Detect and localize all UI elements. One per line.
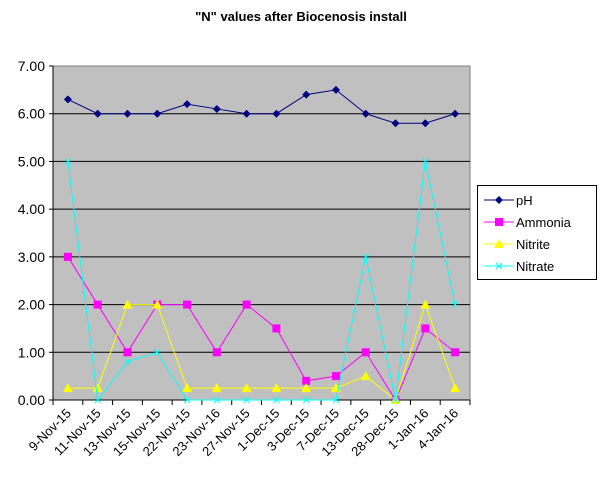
data-point: [213, 396, 221, 404]
legend-item-ph: pH: [484, 190, 533, 210]
data-point: [153, 109, 162, 118]
data-point: [332, 396, 340, 404]
data-point: [450, 383, 461, 393]
data-point: [64, 158, 72, 165]
data-point: [152, 299, 163, 309]
data-point: [361, 109, 370, 118]
data-point: [92, 383, 103, 393]
data-point: [63, 252, 72, 261]
data-point: [360, 371, 371, 381]
y-tick-label: 4.00: [18, 201, 45, 217]
data-point: [93, 300, 102, 309]
data-point: [272, 109, 281, 118]
data-point: [331, 372, 340, 381]
x-marker-icon: [484, 262, 514, 270]
data-point: [301, 383, 312, 393]
data-point: [362, 253, 370, 261]
data-point: [182, 383, 193, 393]
y-axis-ticks: 0.00 1.00 2.00 3.00 4.00 5.00 6.00 7.00: [18, 58, 53, 408]
data-point: [183, 300, 192, 309]
data-point: [211, 383, 222, 393]
data-point: [302, 376, 311, 385]
data-point: [212, 104, 221, 113]
data-point: [93, 109, 102, 118]
data-point: [122, 299, 133, 309]
series-nitrite: [62, 299, 461, 404]
legend-label: Nitrate: [516, 258, 555, 274]
data-point: [242, 300, 251, 309]
data-point: [273, 396, 280, 404]
diamond-marker-icon: [484, 196, 514, 204]
data-point: [243, 396, 250, 404]
data-point: [420, 299, 431, 309]
x-axis-ticks: 9-Nov-1511-Nov-1513-Nov-1515-Nov-1522-No…: [26, 400, 471, 459]
data-point: [302, 90, 311, 99]
data-point: [94, 396, 102, 404]
chart-title: "N" values after Biocenosis install: [195, 9, 407, 24]
data-point: [183, 396, 191, 404]
data-point: [391, 119, 400, 128]
legend-item-nitrate: Nitrate: [484, 256, 554, 276]
data-point: [123, 348, 132, 357]
y-tick-label: 3.00: [18, 249, 45, 265]
data-point: [124, 358, 131, 366]
data-point: [451, 301, 459, 308]
data-point: [242, 109, 251, 118]
data-point: [271, 383, 282, 393]
data-point: [183, 100, 192, 109]
y-tick-label: 5.00: [18, 153, 45, 169]
legend: pH Ammonia Nitrite Nitrate: [477, 185, 597, 280]
y-tick-label: 6.00: [18, 106, 45, 122]
data-point: [421, 158, 429, 165]
data-point: [302, 396, 310, 404]
data-point: [451, 348, 460, 357]
data-point: [451, 109, 460, 118]
legend-item-nitrite: Nitrite: [484, 234, 550, 254]
triangle-marker-icon: [484, 239, 514, 248]
data-point: [421, 324, 430, 333]
legend-label: Ammonia: [516, 214, 571, 230]
data-point: [392, 396, 399, 404]
data-point: [63, 95, 72, 104]
data-point: [153, 348, 161, 356]
data-point: [421, 119, 430, 128]
data-series: [62, 85, 461, 404]
legend-label: pH: [516, 192, 533, 208]
square-marker-icon: [484, 218, 514, 226]
legend-label: Nitrite: [516, 236, 550, 252]
data-point: [331, 85, 340, 94]
data-point: [272, 324, 281, 333]
series-nitrate: [64, 158, 459, 404]
y-tick-label: 0.00: [18, 392, 45, 408]
y-tick-label: 7.00: [18, 58, 45, 74]
y-tick-label: 2.00: [18, 297, 45, 313]
plot-area: [52, 65, 471, 401]
data-point: [212, 348, 221, 357]
legend-item-ammonia: Ammonia: [484, 212, 571, 232]
data-point: [241, 383, 252, 393]
series-ph: [63, 85, 460, 128]
data-point: [62, 383, 73, 393]
y-tick-label: 1.00: [18, 344, 45, 360]
data-point: [123, 109, 132, 118]
data-point: [361, 348, 370, 357]
